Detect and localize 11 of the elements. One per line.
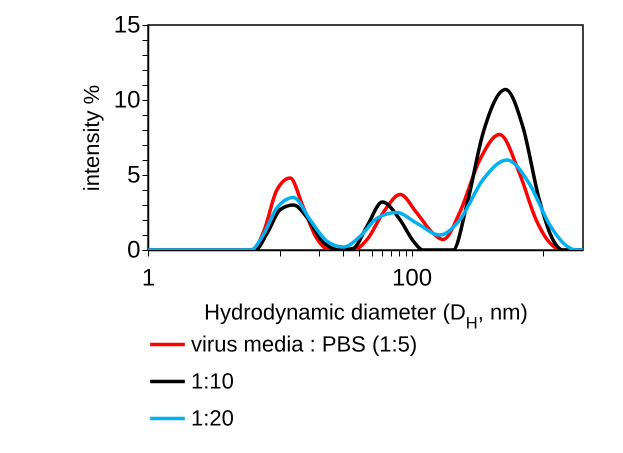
- y-tick-label: 10: [114, 86, 140, 114]
- y-tick-label: 15: [114, 12, 140, 38]
- legend-label: virus media : PBS (1:5): [191, 332, 418, 356]
- legend-label: 1:10: [191, 368, 234, 394]
- y-tick-label: 0: [127, 236, 140, 264]
- y-tick-label: 5: [127, 162, 140, 188]
- x-axis-title: Hydrodynamic diameter (D$_{H}$, nm): [204, 300, 528, 332]
- y-axis-title: intensity %: [78, 84, 104, 192]
- x-tick-label: 1: [142, 264, 156, 292]
- x-tick-label: 100: [392, 264, 432, 292]
- legend-label: 1:20: [191, 406, 234, 430]
